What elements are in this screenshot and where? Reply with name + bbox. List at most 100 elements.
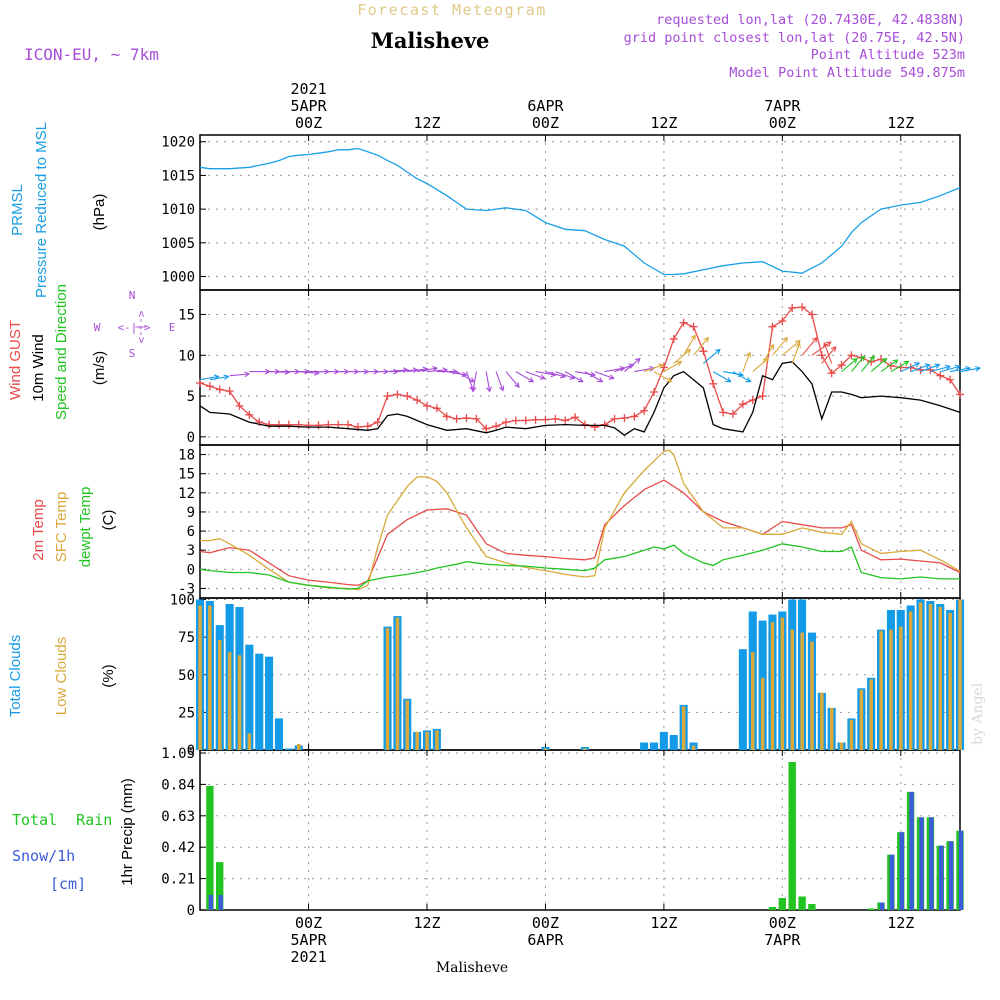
compass-s: S [129,347,136,360]
y-tick-label: 15 [178,307,195,323]
gust-marker [235,401,244,410]
gust-marker [600,420,609,429]
compass-w: W [94,321,101,334]
gust-marker [393,390,402,399]
bottom-time-label: 12Z [650,914,677,932]
y-tick-label: 0.42 [161,840,195,856]
wind-10m-line [199,361,961,436]
wind-arrow [920,363,941,373]
gust-marker [610,414,619,423]
total-cloud-bar [650,742,659,750]
wind-arrow [387,367,409,374]
low-cloud-bar [681,706,686,750]
low-cloud-bar [208,605,212,750]
wind-arrow [940,364,961,373]
wind-arrow [653,371,673,383]
precip-unit-label: 1hr Precip (mm) [119,778,136,886]
gust-marker [284,420,293,429]
gust-marker [245,410,254,419]
low-cloud-bar [583,748,587,750]
low-cloud-bar [237,655,242,750]
gust-marker [728,410,737,418]
rain-bar [788,762,796,910]
y-tick-label: 25 [178,705,195,721]
low-cloud-bar [543,748,548,750]
gust-marker [462,414,471,423]
snow-bar [879,902,885,910]
pressure-line [199,147,961,276]
gust-marker [482,424,491,433]
location-title: Malisheve [371,28,490,53]
wind-arrow [456,371,476,383]
temp-unit: (C) [100,510,117,531]
y-tick-label: 10 [178,348,195,364]
gust-marker [511,416,520,425]
snow-bar [929,817,934,910]
gust-marker [768,322,777,331]
gridpoint-coords: grid point closest lon,lat (20.75E, 42.5… [624,30,965,46]
low-cloud-bar [830,707,834,750]
gust-marker [472,414,481,423]
bottom-time-label: 00Z [769,914,796,932]
wind-arrow [860,355,876,372]
wind-arrow [930,364,952,373]
y-tick-label: -3 [178,581,195,597]
rain-bar [798,896,806,910]
wind-arrow [515,371,535,383]
low-cloud-bar [760,677,765,750]
gust-marker [304,421,313,430]
gust-marker [501,418,510,427]
gust-marker [423,401,432,410]
compass-n: N [129,289,136,302]
gust-marker [196,379,204,387]
low-cloud-bar [247,733,252,750]
gust-marker [699,347,708,356]
top-time-label: 12Z [413,114,440,132]
wind-arrow [693,336,710,356]
panel-precip: 0 0.21 0.42 0.63 0.84 1.05 [161,746,961,919]
y-tick-label: 12 [178,486,195,502]
gust-marker [886,361,895,370]
wind-arrow [624,357,641,373]
top-time-label: 6APR [527,97,564,115]
wind-arrow [841,357,858,373]
total-cloud-bar [659,731,668,750]
low-cloud-bar [395,617,400,750]
bottom-time-label: 7APR [764,931,801,949]
gust-marker [551,414,560,423]
bottom-time-label: 6APR [527,931,564,949]
rain-bar [808,904,816,910]
gust-marker [679,318,688,327]
bottom-time-label: 2021 [291,948,327,966]
wind-arrow [762,343,774,364]
compass-e: E [169,321,176,334]
wind-arrow [791,342,801,364]
top-time-label: 7APR [764,97,801,115]
gust-marker [274,420,283,429]
wind-arrow [822,342,833,364]
low-cloud-bar [800,632,804,750]
clouds-unit: (%) [100,664,117,687]
total-cloud-bar [669,735,678,750]
gust-marker [492,422,501,431]
low-cloud-bar [691,745,696,750]
low-cloud-bar [435,730,439,750]
y-tick-label: 0.21 [161,872,195,888]
low-cloud-bar [770,622,775,750]
gust-marker [719,408,728,417]
low-cloud-bar [405,700,409,750]
wind-arrow [890,360,910,373]
gust-marker [669,334,678,343]
total-clouds-label: Total Clouds [7,635,24,718]
rain-bar [206,785,214,910]
gust-marker [452,414,461,423]
gust-marker [916,365,925,374]
gust-marker [363,422,372,431]
snow-bar [218,895,223,910]
wind-arrow [505,371,520,388]
low-cloud-bar [385,628,390,750]
y-tick-label: 0 [187,430,195,446]
panel-frame [199,749,961,911]
gust-marker [827,369,836,378]
gust-marker [541,415,550,424]
